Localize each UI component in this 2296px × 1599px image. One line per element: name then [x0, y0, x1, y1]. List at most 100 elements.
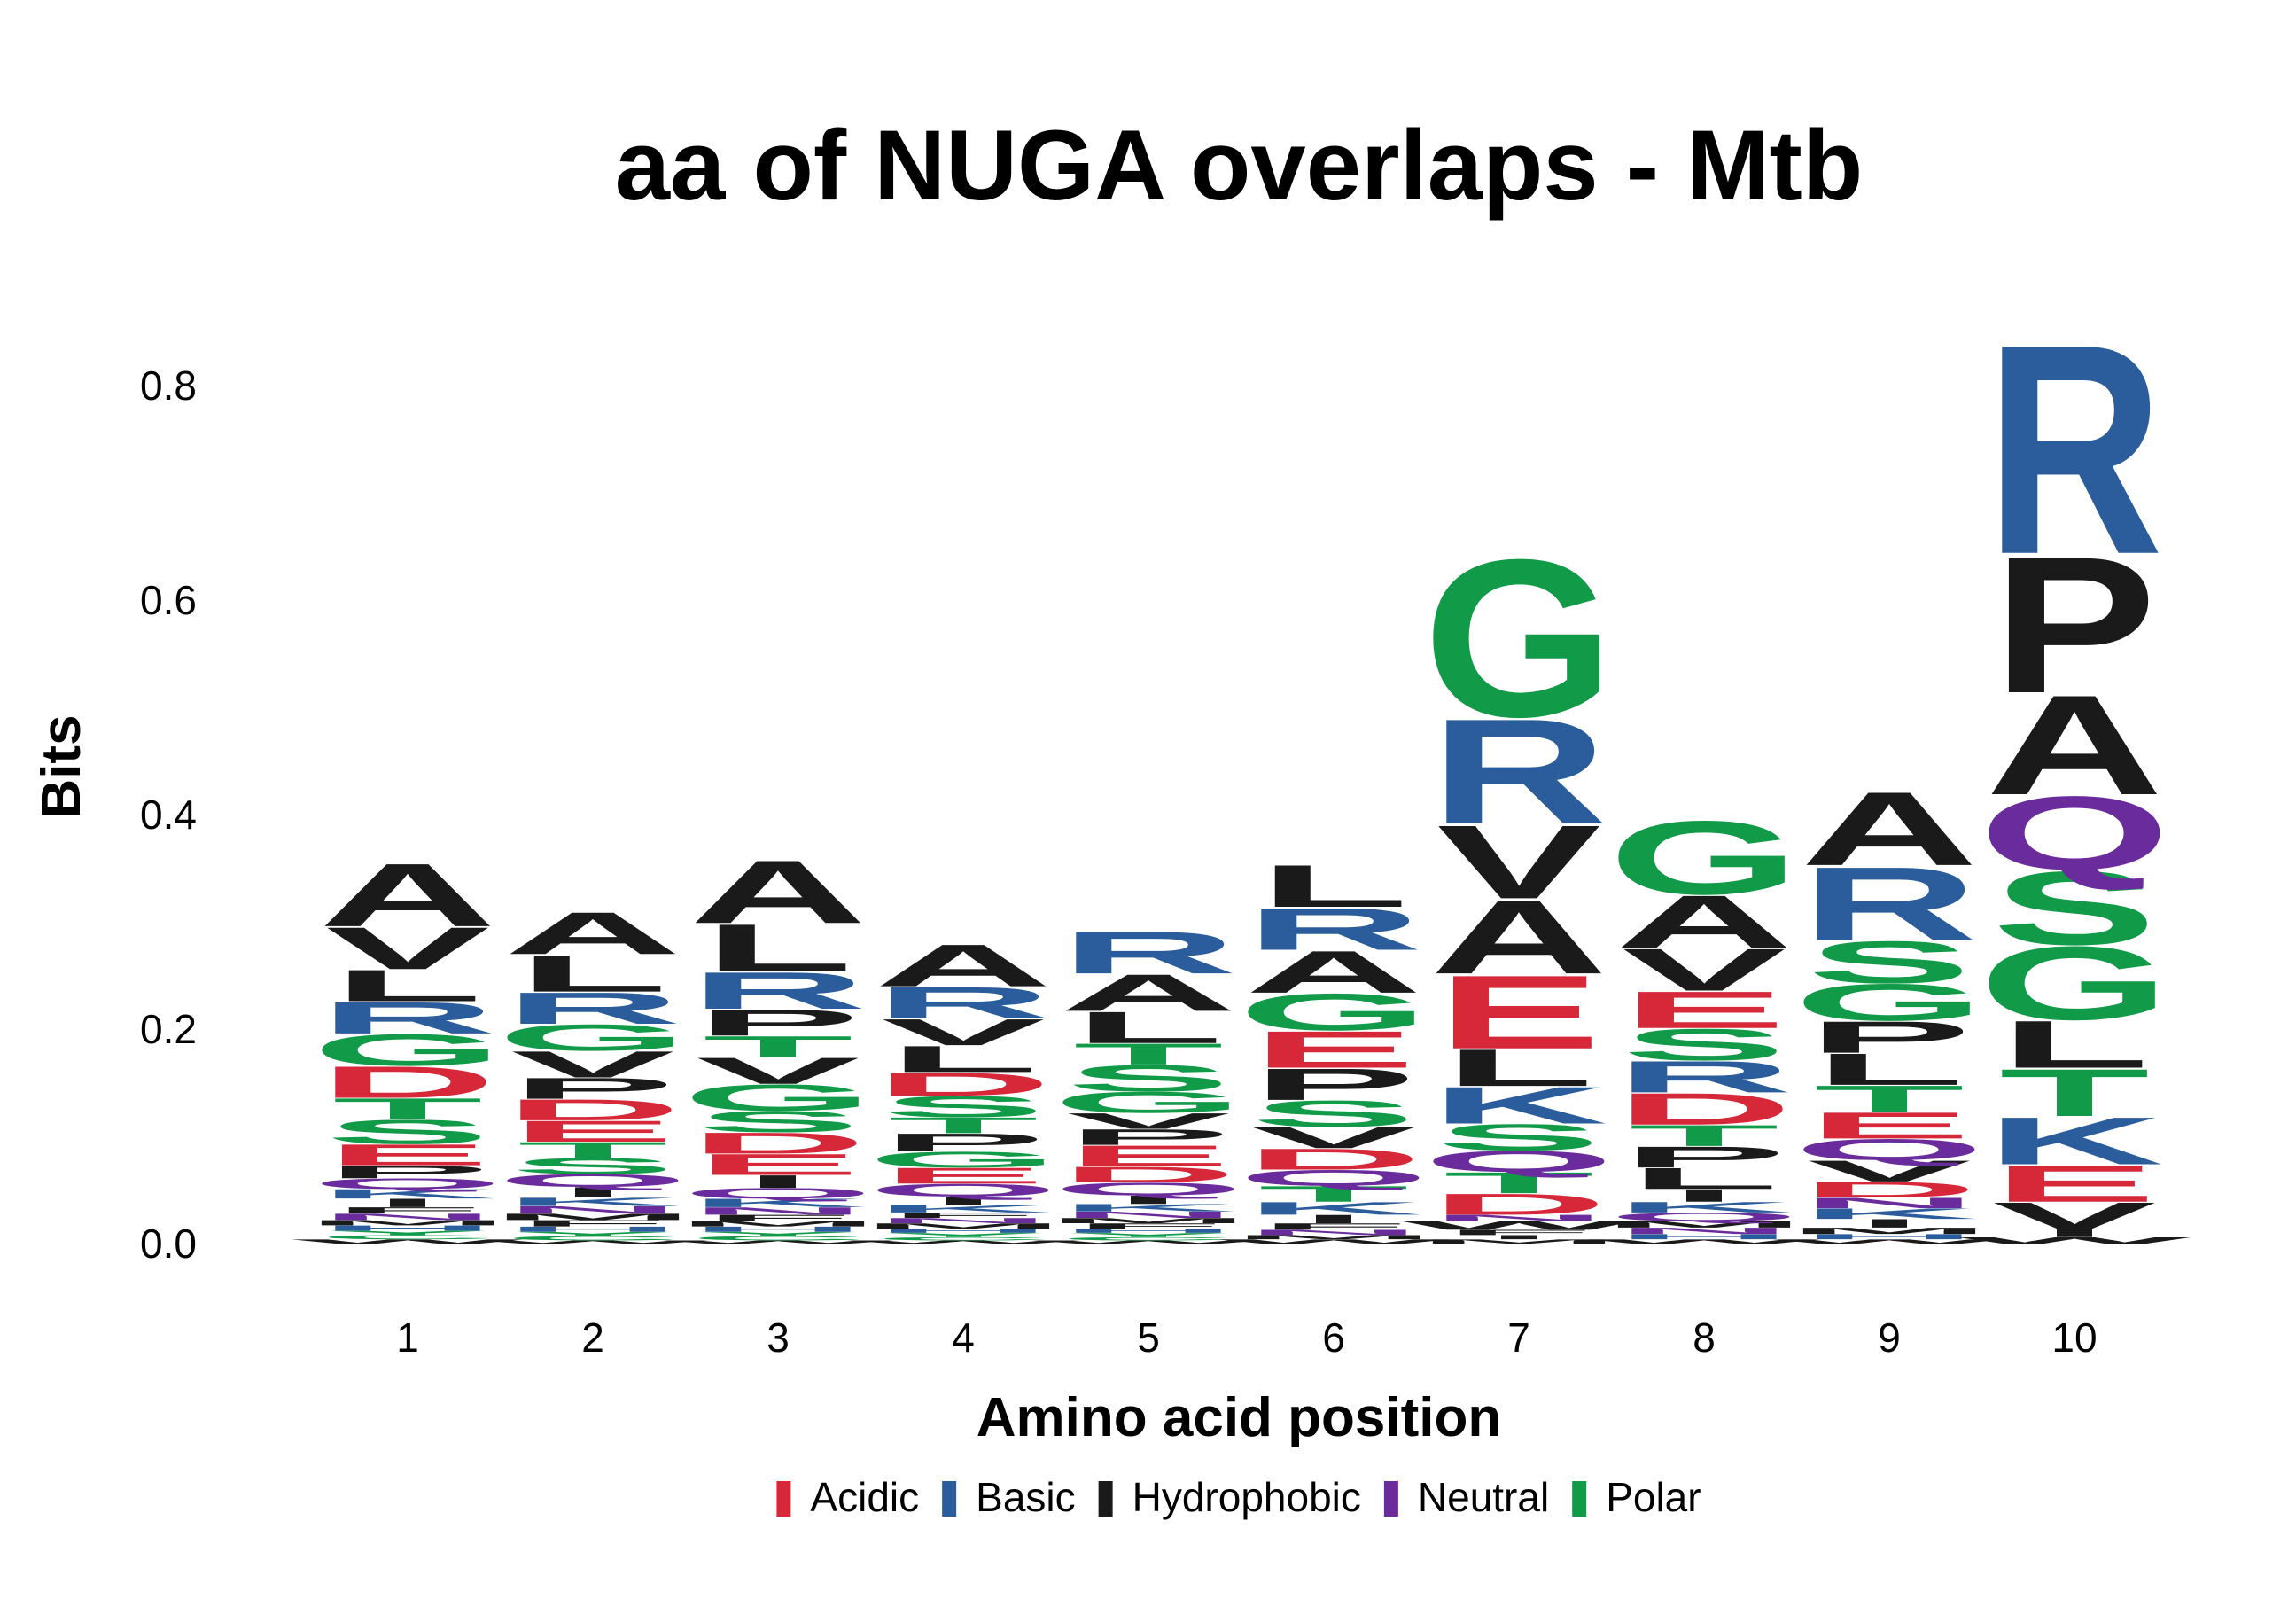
x-tick-label: 9: [1878, 1314, 1901, 1361]
logo-letter-D: D: [1615, 1084, 1794, 1135]
logo-letter-M: M: [1231, 1234, 1436, 1241]
logo-letter-D: D: [1430, 1188, 1608, 1221]
logo-letter-T: T: [332, 1092, 483, 1126]
logo-letter-E: E: [1436, 954, 1600, 1071]
logo-letter-S: S: [1436, 1117, 1600, 1158]
logo-letter-P: P: [1066, 1125, 1230, 1150]
logo-letter-V: V: [696, 1050, 860, 1092]
logo-letter-K: K: [1430, 1076, 1608, 1135]
logo-letter-F: F: [1258, 1221, 1409, 1231]
logo-letter-S: S: [696, 1105, 860, 1139]
logo-letter-H: H: [1801, 1233, 1979, 1241]
logo-letter-R: R: [319, 993, 497, 1043]
logo-letter-L: L: [703, 910, 853, 986]
logo-letter-A: A: [1245, 939, 1423, 1006]
logo-letter-M: M: [860, 1221, 1065, 1229]
logo-letter-I: I: [558, 1184, 627, 1201]
logo-letter-K: K: [1801, 1205, 1979, 1222]
logo-letter-K: K: [1986, 1104, 2164, 1179]
logo-letter-L: L: [1999, 1007, 2150, 1082]
logo-letter-L: L: [888, 1038, 1039, 1080]
logo-letter-T: T: [703, 1030, 853, 1064]
logo-letter-D: D: [689, 1127, 868, 1160]
logo-letter-H: H: [1060, 1228, 1238, 1235]
logo-letter-E: E: [1807, 1104, 1971, 1146]
logo-letter-E: E: [1992, 1154, 2156, 1213]
logo-letter-G: G: [868, 1147, 1059, 1172]
logo-letter-I: I: [1855, 1217, 1923, 1230]
logo-letter-A: A: [1615, 879, 1794, 963]
y-tick-label: 0.4: [140, 792, 197, 838]
logo-letter-W: W: [1218, 1238, 1451, 1245]
logo-letter-L: L: [518, 944, 668, 1002]
logo-letter-V: V: [881, 1011, 1045, 1053]
logo-letter-D: D: [1801, 1177, 1979, 1202]
logo-letter-V: V: [1066, 1109, 1230, 1134]
logo-letter-A: A: [504, 900, 682, 967]
x-tick-label: 10: [2051, 1314, 2097, 1361]
logo-letter-P: P: [325, 1162, 489, 1182]
logo-letter-K: K: [1060, 1202, 1238, 1213]
logo-letter-Q: Q: [868, 1180, 1059, 1200]
logo-letter-H: H: [689, 1225, 868, 1233]
logo-letter-R: R: [504, 983, 682, 1034]
logo-letter-A: A: [1430, 879, 1608, 996]
logo-letter-N: N: [1245, 1228, 1423, 1236]
logo-letter-W: W: [1588, 1238, 1821, 1245]
logo-letter-M: M: [1786, 1226, 1991, 1236]
logo-letter-N: N: [319, 1212, 497, 1221]
logo-letter-I: I: [373, 1197, 441, 1210]
logo-letter-L: L: [1073, 1002, 1224, 1053]
logo-letter-C: C: [504, 1235, 682, 1242]
logo-letter-L: L: [332, 961, 483, 1011]
legend-swatch: [1572, 1481, 1587, 1517]
logo-letter-C: C: [1060, 1236, 1238, 1242]
logo-letter-R: R: [1060, 919, 1238, 987]
logo-letter-E: E: [1251, 1020, 1415, 1079]
logo-letter-G: G: [1794, 973, 1985, 1032]
x-tick-label: 8: [1693, 1314, 1716, 1361]
logo-letter-E: E: [696, 1148, 860, 1182]
logo-letter-E: E: [881, 1163, 1045, 1188]
logo-letter-Y: Y: [325, 1229, 489, 1236]
logo-letter-G: G: [1979, 925, 2170, 1042]
logo-letter-H: H: [875, 1228, 1053, 1235]
logo-letter-G: G: [312, 1025, 503, 1075]
logo-letter-K: K: [319, 1186, 497, 1201]
legend-label: Polar: [1606, 1474, 1701, 1520]
logo-letter-K: K: [504, 1195, 682, 1208]
logo-letter-V: V: [1622, 936, 1786, 1003]
logo-letter-Q: Q: [682, 1185, 874, 1202]
logo-letter-W: W: [292, 1238, 525, 1245]
logo-letter-C: C: [875, 1236, 1053, 1242]
logo-letter-W: W: [847, 1239, 1080, 1244]
logo-letter-T: T: [1629, 1119, 1779, 1152]
logo-letter-I: I: [1669, 1185, 1738, 1205]
logo-letter-G: G: [1238, 983, 1429, 1041]
legend-item-acidic: Acidic: [776, 1474, 919, 1520]
logo-letter-F: F: [1073, 1221, 1224, 1229]
logo-letter-Q: Q: [497, 1171, 689, 1191]
logo-letter-K: K: [689, 1197, 868, 1210]
logo-letter-F: F: [888, 1211, 1039, 1219]
logo-letter-Q: Q: [312, 1175, 503, 1192]
logo-letter-R: R: [1986, 282, 2164, 617]
logo-letter-R: R: [689, 961, 868, 1019]
logo-letter-K: K: [1245, 1198, 1423, 1219]
logo-letter-R: R: [1245, 895, 1423, 963]
logo-stacks: WCYHMNFIKQPESTDGRLVAWCYHFMNKIQSTEDPVGRLA…: [292, 282, 2191, 1245]
x-tick-label: 6: [1322, 1314, 1345, 1361]
logo-letter-L: L: [1629, 1162, 1779, 1196]
logo-letter-R: R: [1801, 846, 1979, 963]
logo-letter-I: I: [1484, 1234, 1553, 1241]
logo-letter-I: I: [1299, 1213, 1367, 1226]
y-tick-label: 0.0: [140, 1221, 197, 1267]
legend: Acidic Basic Hydrophobic Neutral Polar: [776, 1474, 1701, 1520]
logo-letter-M: M: [675, 1220, 880, 1228]
logo-letter-W: W: [1403, 1219, 1636, 1232]
logo-letter-G: G: [497, 1017, 689, 1058]
